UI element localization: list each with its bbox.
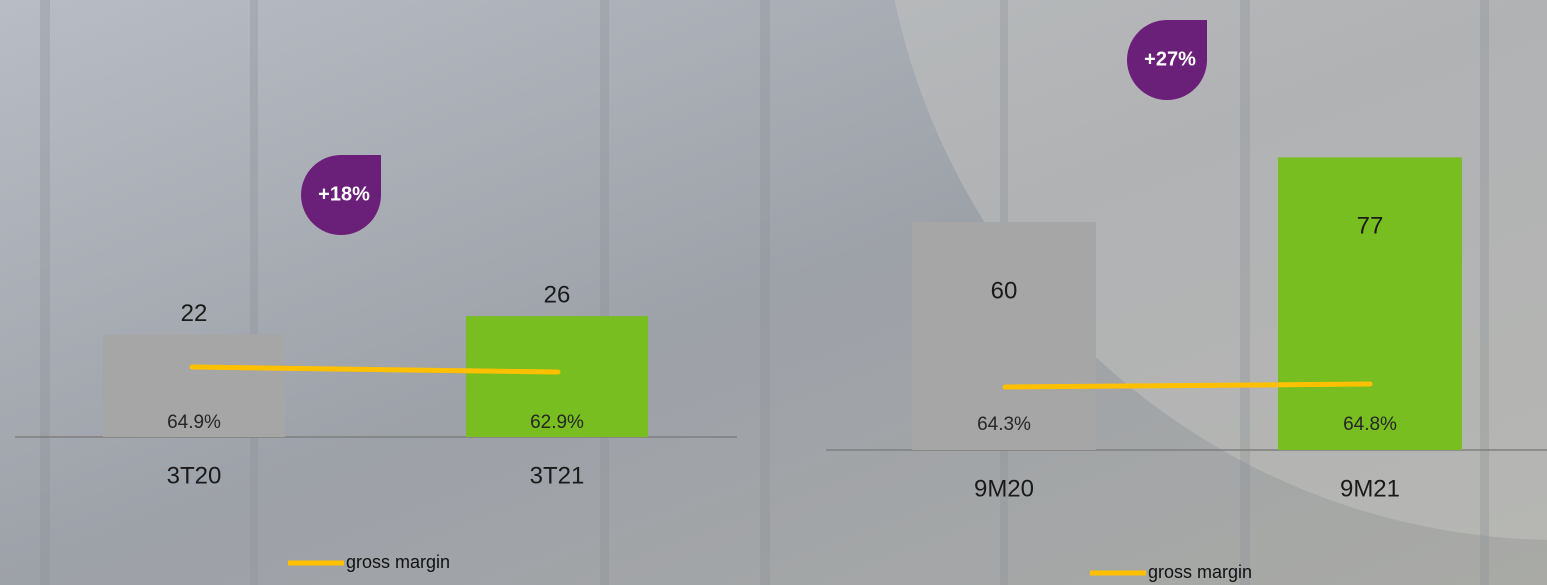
legend-label: gross margin xyxy=(346,552,450,572)
badge-label: +18% xyxy=(318,183,370,205)
bar xyxy=(466,316,648,437)
value-label: 22 xyxy=(181,300,208,327)
category-label: 9M21 xyxy=(1340,475,1400,502)
badge-label: +27% xyxy=(1144,48,1196,70)
value-label: 60 xyxy=(991,277,1018,304)
value-label: 77 xyxy=(1357,213,1384,240)
bar xyxy=(103,334,285,437)
bar xyxy=(912,222,1096,450)
category-label: 9M20 xyxy=(974,475,1034,502)
badge xyxy=(1127,20,1207,100)
margin-line xyxy=(1002,381,1373,390)
margin-label: 62.9% xyxy=(530,412,584,433)
category-label: 3T20 xyxy=(167,462,222,489)
margin-label: 64.8% xyxy=(1343,414,1397,435)
category-label: 3T21 xyxy=(530,462,585,489)
margin-label: 64.3% xyxy=(977,414,1031,435)
margin-line xyxy=(189,364,561,375)
margin-label: 64.9% xyxy=(167,412,221,433)
badge xyxy=(301,155,381,235)
value-label: 26 xyxy=(544,281,571,308)
legend-label: gross margin xyxy=(1148,562,1252,582)
bar xyxy=(1278,157,1462,450)
